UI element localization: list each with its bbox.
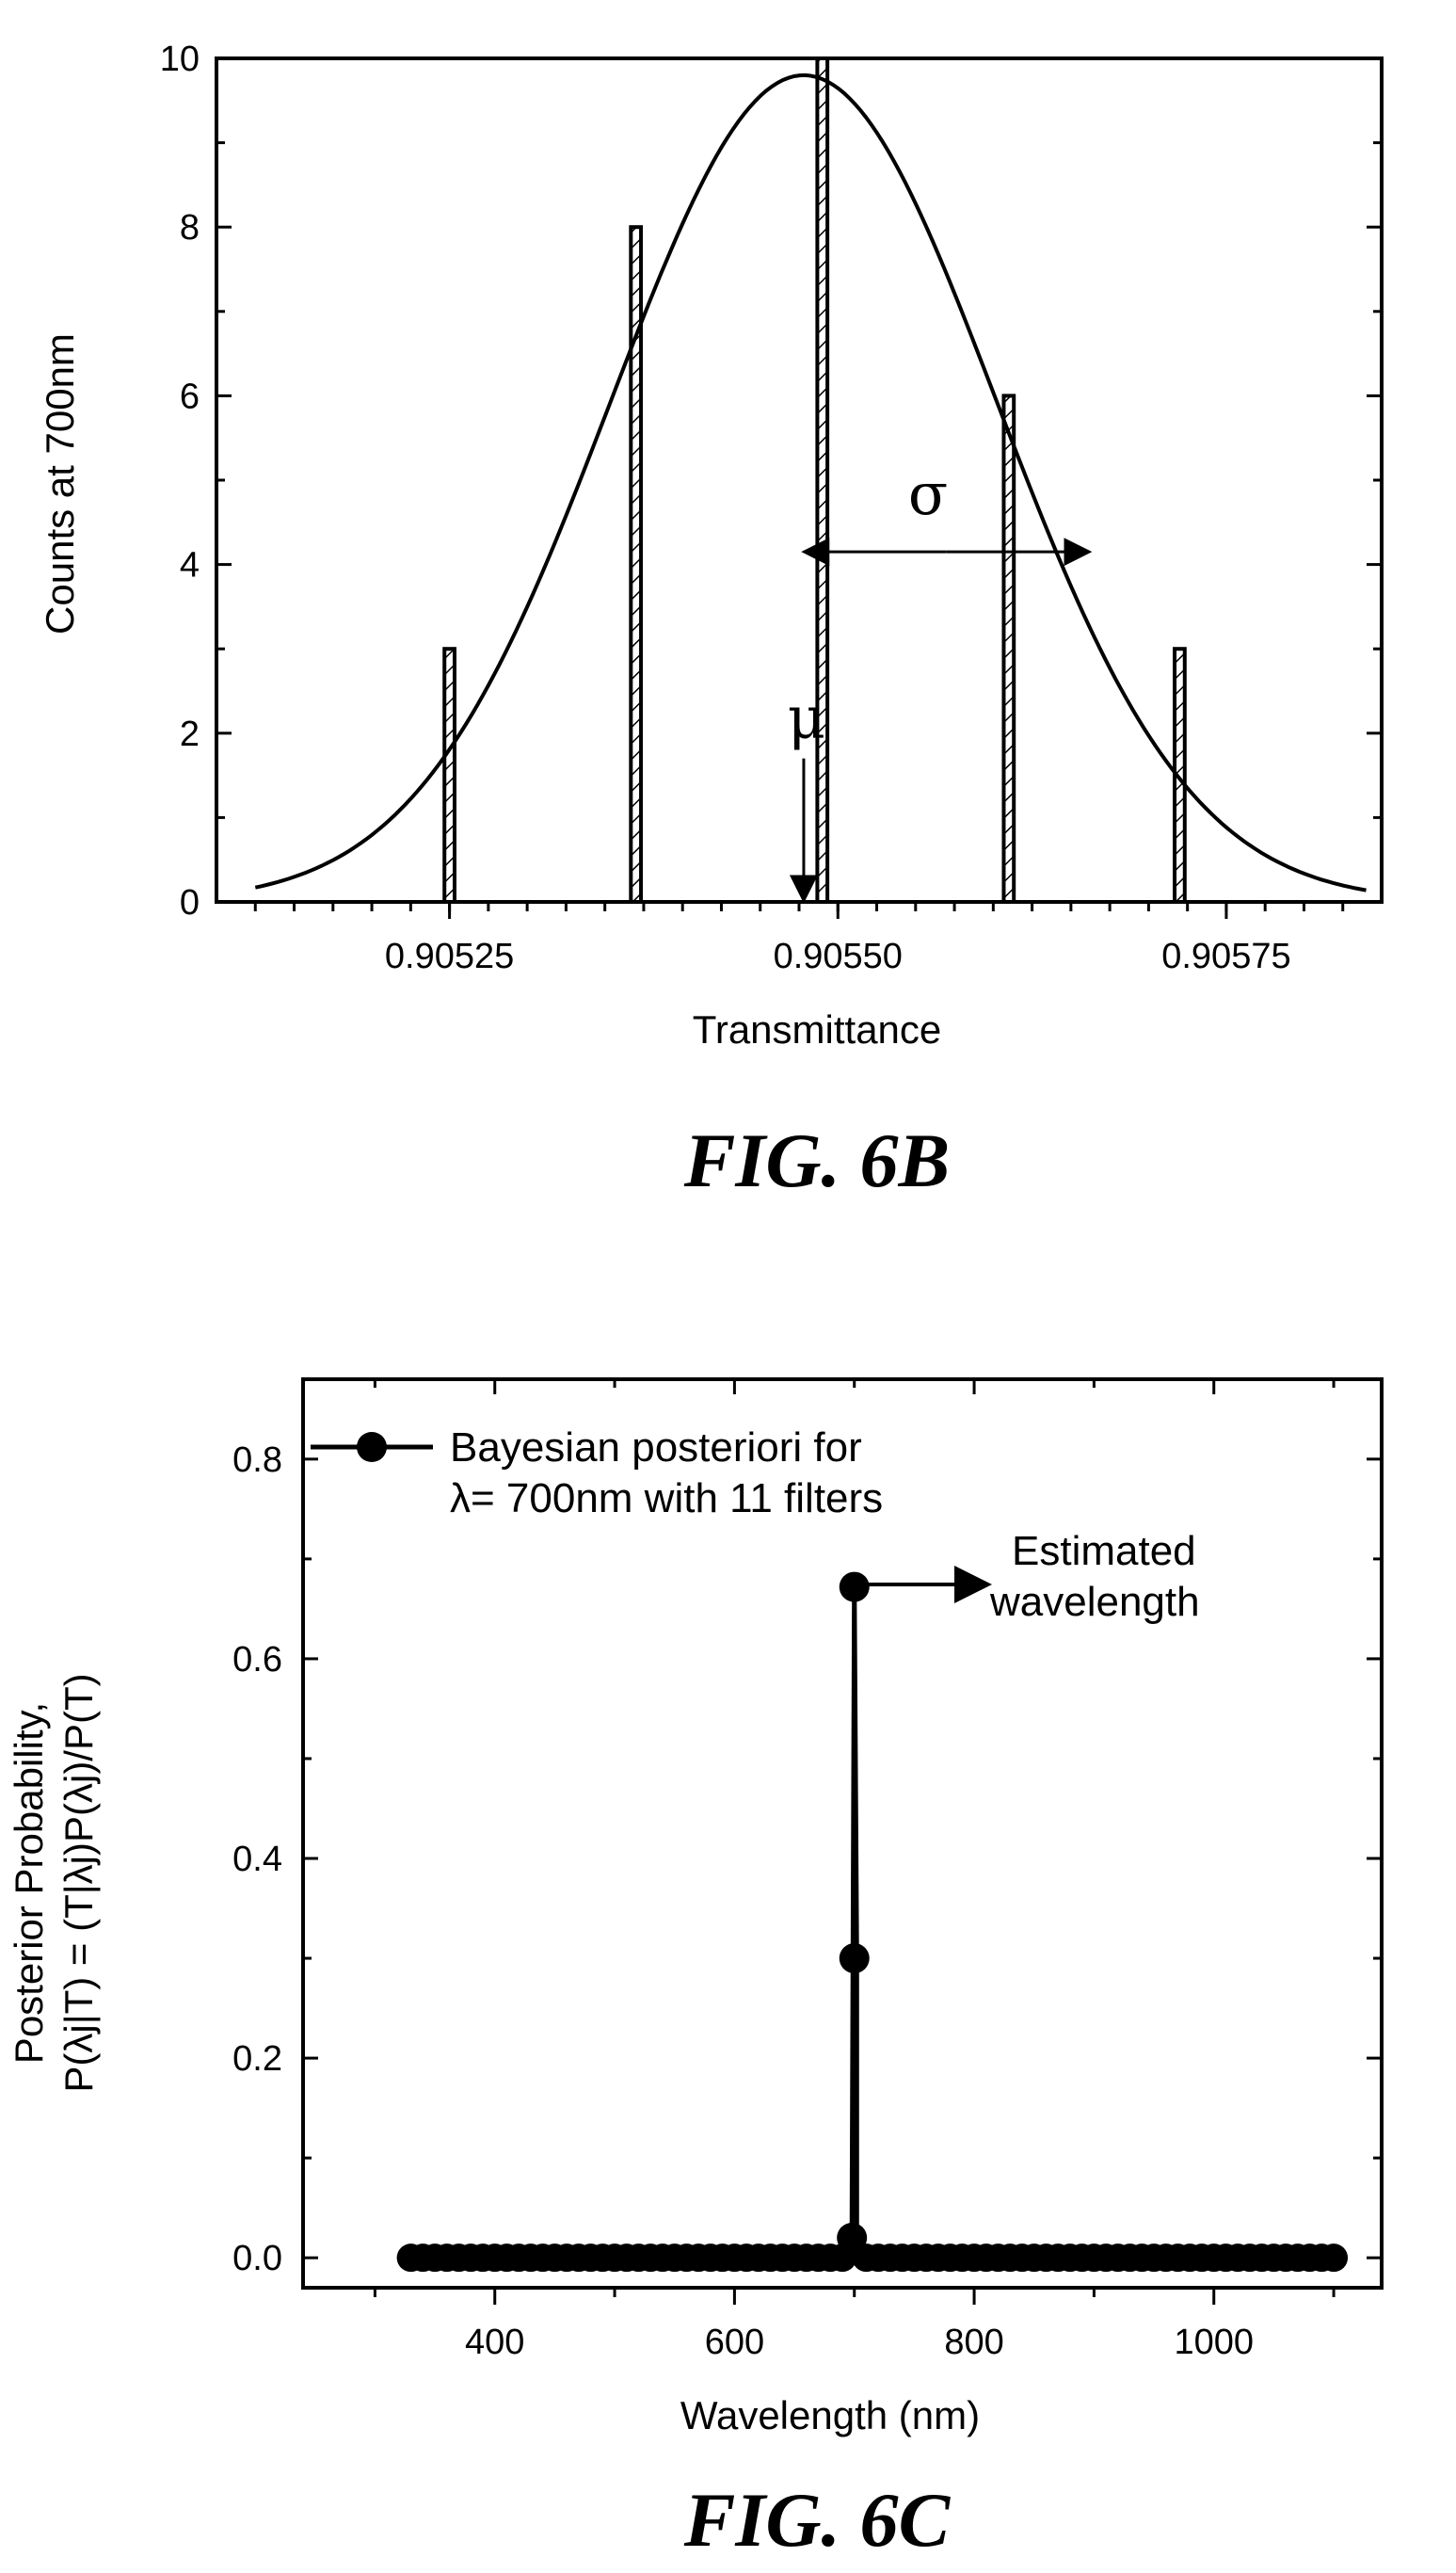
- histogram-bar-4: [1001, 394, 1016, 904]
- legend-entry-line1: Bayesian posteriori for: [450, 1424, 862, 1471]
- histogram-axes: 0 2 4 6 8 10 0.90525 0.90550 0.90575: [160, 40, 1384, 976]
- posterior-plot-frame: [301, 1377, 1384, 2290]
- histogram-x-tick-label: 0.90550: [774, 937, 903, 976]
- posterior-y-tick-label: 0.4: [232, 1840, 282, 1879]
- histogram-plot-frame: [215, 56, 1384, 904]
- posterior-x-tick-label: 600: [705, 2323, 764, 2362]
- histogram-y-tick-label: 10: [160, 40, 200, 79]
- figure-label-6b: FIG. 6B: [683, 1118, 951, 1203]
- posterior-axes: 0.0 0.2 0.4 0.6 0.8 400 600 800 1000: [232, 1377, 1384, 2362]
- legend-marker-sample: [357, 1432, 387, 1462]
- posterior-series: [396, 1571, 1349, 2273]
- posterior-y-axis-label-line2: P(λj|T) = (T|λj)P(λj)/P(T): [56, 1673, 101, 2092]
- posterior-y-tick-label: 0.6: [232, 1640, 282, 1680]
- histogram-bar-1: [442, 647, 456, 904]
- gaussian-fit-curve: [254, 72, 1367, 893]
- histogram-x-tick-label: 0.90525: [385, 937, 514, 976]
- posterior-y-tick-label: 0.0: [232, 2239, 282, 2278]
- histogram-y-tick-label: 6: [180, 377, 200, 416]
- estimated-label-line2: wavelength: [989, 1579, 1200, 1625]
- legend-entry-line2: λ= 700nm with 11 filters: [450, 1475, 883, 1521]
- histogram-y-axis-label: Counts at 700nm: [38, 333, 82, 635]
- estimated-label-line1: Estimated: [1012, 1528, 1196, 1574]
- histogram-y-tick-label: 8: [180, 208, 200, 248]
- posterior-x-tick-label: 800: [944, 2323, 1003, 2362]
- posterior-y-tick-label: 0.2: [232, 2039, 282, 2079]
- histogram-y-tick-label: 4: [180, 546, 200, 586]
- posterior-y-tick-label: 0.8: [232, 1440, 282, 1480]
- estimated-wavelength-annotation: Estimated wavelength: [868, 1528, 1200, 1625]
- histogram-y-tick-label: 2: [180, 715, 200, 754]
- figure-label-6c: FIG. 6C: [683, 2477, 952, 2563]
- posterior-peak-point: [839, 1943, 870, 1974]
- histogram-x-tick-label: 0.90575: [1161, 937, 1290, 976]
- posterior-y-axis-label-line1: Posterior Probability,: [7, 1702, 51, 2064]
- sigma-label: σ: [908, 459, 948, 528]
- posterior-peak-point: [837, 2222, 868, 2253]
- histogram-x-axis-label: Transmittance: [693, 1007, 942, 1052]
- posterior-series-peak-line: [840, 1586, 867, 2260]
- posterior-x-tick-label: 1000: [1174, 2323, 1254, 2362]
- histogram-bars: [442, 56, 1187, 904]
- histogram-annotations: μσ: [788, 459, 1093, 904]
- legend: Bayesian posteriori for λ= 700nm with 11…: [311, 1424, 883, 1521]
- posterior-data-point: [1320, 2243, 1349, 2273]
- posterior-peak-point: [839, 1571, 870, 1602]
- posterior-chart: 0.0 0.2 0.4 0.6 0.8 400 600 800 1000 Bayesian po…: [7, 1377, 1384, 2563]
- posterior-x-axis-label: Wavelength (nm): [680, 2393, 980, 2437]
- posterior-x-tick-label: 400: [465, 2323, 524, 2362]
- histogram-bar-3: [815, 56, 830, 904]
- histogram-y-tick-label: 0: [180, 883, 200, 923]
- mu-label: μ: [788, 683, 825, 751]
